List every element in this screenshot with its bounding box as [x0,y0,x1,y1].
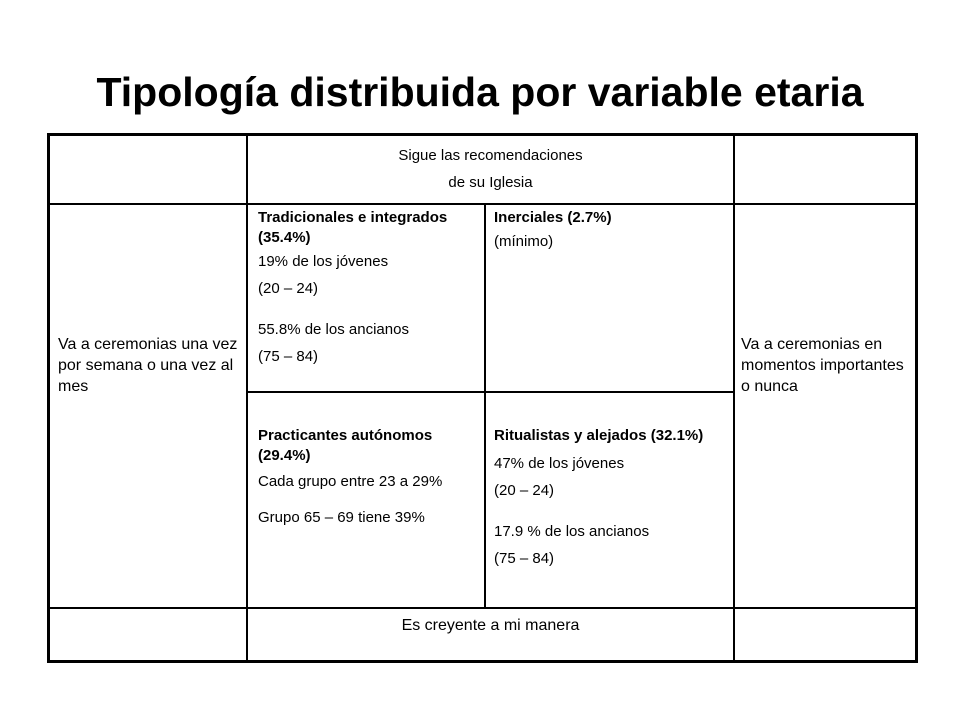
quadrant-tradicionales: Tradicionales e integrados (35.4%) 19% d… [258,208,482,370]
row-divider-1 [50,203,915,205]
quadrant-title: Ritualistas y alejados (32.1%) [494,427,704,444]
quadrant-title: Practicantes autónomos (29.4%) [258,427,433,464]
header-line-1: Sigue las recomendaciones [398,147,583,164]
quadrant-line: 17.9 % de los ancianos [494,523,650,540]
quadrant-line: 55.8% de los ancianos [258,321,409,338]
quadrant-line: (75 – 84) [258,348,319,365]
bottom-label: Es creyente a mi manera [401,617,580,634]
quadrant-line: (75 – 84) [494,550,555,567]
left-label: Va a ceremonias una vez por semana o una… [58,336,238,395]
quadrant-title: Inerciales (2.7%) [494,209,612,226]
slide-title: Tipología distribuida por variable etari… [96,69,864,115]
right-label: Va a ceremonias en momentos importantes … [741,336,904,395]
header-line-2: de su Iglesia [448,174,533,191]
quadrant-line: (mínimo) [494,233,554,250]
quadrant-line: (20 – 24) [494,482,555,499]
quadrant-line: 19% de los jóvenes [258,253,389,270]
header-follows-church: Sigue las recomendaciones de su Iglesia [248,142,733,196]
quadrant-practicantes: Practicantes autónomos (29.4%) Cada grup… [258,426,482,531]
typology-table: Sigue las recomendaciones de su Iglesia … [47,133,918,663]
quadrant-title: Tradicionales e integrados (35.4%) [258,209,448,246]
row-divider-3 [50,607,915,609]
col-divider-1 [246,136,248,660]
row-divider-2 [248,391,733,393]
quadrant-line: Cada grupo entre 23 a 29% [258,473,443,490]
quadrant-line: (20 – 24) [258,280,319,297]
quadrant-inerciales: Inerciales (2.7%) (mínimo) [494,208,730,255]
col-divider-3 [733,136,735,660]
quadrant-line: 47% de los jóvenes [494,455,625,472]
col-divider-2 [484,205,486,609]
quadrant-line: Grupo 65 – 69 tiene 39% [258,509,425,526]
quadrant-ritualistas: Ritualistas y alejados (32.1%) 47% de lo… [494,426,730,572]
